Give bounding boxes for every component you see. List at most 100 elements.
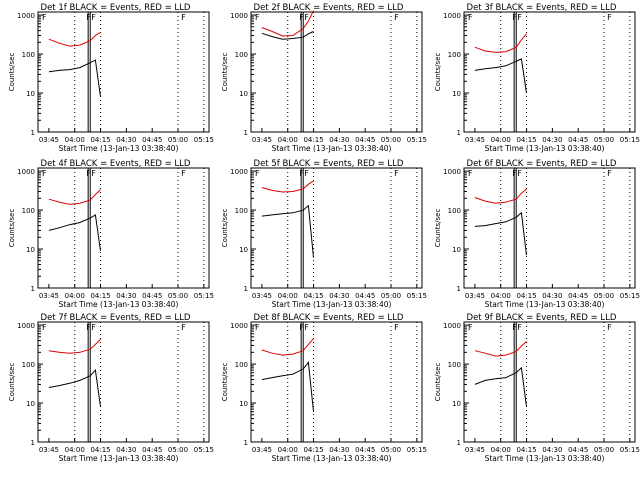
x-tick-label: 04:00 xyxy=(491,292,511,300)
x-tick-label: 04:45 xyxy=(568,446,588,454)
x-tick-label: 04:30 xyxy=(329,446,349,454)
y-tick-label: 1 xyxy=(31,285,35,293)
panel-title: Det 2f BLACK = Events, RED = LLD xyxy=(254,3,404,13)
events-series-line xyxy=(474,211,527,256)
x-tick-label: 05:00 xyxy=(381,446,401,454)
x-tick-label: 05:00 xyxy=(168,446,188,454)
y-tick-label: 10 xyxy=(26,90,35,98)
flag-marker: F xyxy=(42,13,47,22)
x-tick-label: 04:00 xyxy=(65,292,85,300)
flag-marker: F xyxy=(299,169,304,178)
x-axis-label: Start Time (13-Jan-13 03:38:40) xyxy=(485,144,605,153)
y-tick-label: 100 xyxy=(448,51,461,59)
x-tick-label: 03:45 xyxy=(465,292,485,300)
flag-marker: F xyxy=(517,169,522,178)
events-series-line xyxy=(474,58,527,94)
x-tick-label: 03:45 xyxy=(252,292,272,300)
x-tick-label: 04:00 xyxy=(278,136,298,144)
x-axis-label: Start Time (13-Jan-13 03:38:40) xyxy=(272,144,392,153)
lld-series-line xyxy=(474,33,527,53)
x-axis-label: Start Time (13-Jan-13 03:38:40) xyxy=(59,300,179,309)
y-axis-label: Counts/sec xyxy=(221,363,229,402)
y-tick-label: 100 xyxy=(22,51,35,59)
flag-marker: F xyxy=(255,169,260,178)
y-tick-label: 1000 xyxy=(230,12,248,20)
lld-series-line xyxy=(261,338,314,356)
flag-marker: F xyxy=(517,13,522,22)
lld-series-line xyxy=(261,180,314,193)
x-tick-label: 04:45 xyxy=(355,292,375,300)
flag-marker: F xyxy=(86,169,91,178)
y-axis-label: Counts/sec xyxy=(434,209,442,248)
x-tick-label: 05:15 xyxy=(620,292,640,300)
y-tick-label: 100 xyxy=(235,361,248,369)
y-tick-label: 10 xyxy=(26,400,35,408)
y-tick-label: 100 xyxy=(235,207,248,215)
plot-frame xyxy=(37,321,210,443)
x-tick-label: 03:45 xyxy=(465,136,485,144)
flag-marker: F xyxy=(304,323,309,332)
plot-frame xyxy=(37,167,210,289)
x-tick-label: 05:15 xyxy=(194,292,214,300)
flag-marker: F xyxy=(607,323,612,332)
plot-frame xyxy=(250,11,423,133)
x-tick-label: 05:15 xyxy=(407,446,427,454)
x-tick-label: 03:45 xyxy=(39,446,59,454)
flag-marker: F xyxy=(86,13,91,22)
x-tick-label: 04:00 xyxy=(65,446,85,454)
x-tick-label: 03:45 xyxy=(39,292,59,300)
x-axis-label: Start Time (13-Jan-13 03:38:40) xyxy=(59,454,179,463)
x-tick-label: 03:45 xyxy=(39,136,59,144)
y-axis-label: Counts/sec xyxy=(221,209,229,248)
flag-marker: F xyxy=(512,323,517,332)
x-tick-label: 04:15 xyxy=(516,136,536,144)
y-axis-label: Counts/sec xyxy=(8,53,16,92)
flag-marker: F xyxy=(255,323,260,332)
x-axis-label: Start Time (13-Jan-13 03:38:40) xyxy=(485,300,605,309)
plot-frame xyxy=(463,321,636,443)
panel-title: Det 8f BLACK = Events, RED = LLD xyxy=(254,313,404,323)
flag-marker: F xyxy=(91,323,96,332)
flag-marker: F xyxy=(181,13,186,22)
plot-frame xyxy=(250,321,423,443)
y-tick-label: 1 xyxy=(31,439,35,447)
x-tick-label: 05:00 xyxy=(594,446,614,454)
x-tick-label: 04:45 xyxy=(355,446,375,454)
y-tick-label: 1 xyxy=(244,129,248,137)
panel-title: Det 7f BLACK = Events, RED = LLD xyxy=(41,313,191,323)
plot-frame xyxy=(463,11,636,133)
y-tick-label: 1 xyxy=(244,285,248,293)
lld-series-line xyxy=(48,339,101,354)
x-tick-label: 05:15 xyxy=(407,292,427,300)
events-series-line xyxy=(261,204,314,258)
y-tick-label: 1000 xyxy=(443,168,461,176)
flag-marker: F xyxy=(91,13,96,22)
x-tick-label: 04:30 xyxy=(542,136,562,144)
plot-frame xyxy=(463,167,636,289)
x-tick-label: 04:00 xyxy=(491,136,511,144)
lld-series-line xyxy=(474,188,527,204)
y-tick-label: 100 xyxy=(448,361,461,369)
flag-marker: F xyxy=(517,323,522,332)
flag-marker: F xyxy=(42,323,47,332)
y-tick-label: 1 xyxy=(457,439,461,447)
y-tick-label: 10 xyxy=(452,400,461,408)
x-tick-label: 04:15 xyxy=(90,292,110,300)
flag-marker: F xyxy=(468,13,473,22)
flag-marker: F xyxy=(181,323,186,332)
y-tick-label: 100 xyxy=(22,361,35,369)
y-tick-label: 1000 xyxy=(230,168,248,176)
y-tick-label: 1000 xyxy=(17,168,35,176)
x-axis-label: Start Time (13-Jan-13 03:38:40) xyxy=(485,454,605,463)
x-tick-label: 05:15 xyxy=(620,136,640,144)
x-tick-label: 04:15 xyxy=(303,136,323,144)
panel-title: Det 3f BLACK = Events, RED = LLD xyxy=(467,3,617,13)
x-tick-label: 04:00 xyxy=(278,446,298,454)
flag-marker: F xyxy=(607,169,612,178)
